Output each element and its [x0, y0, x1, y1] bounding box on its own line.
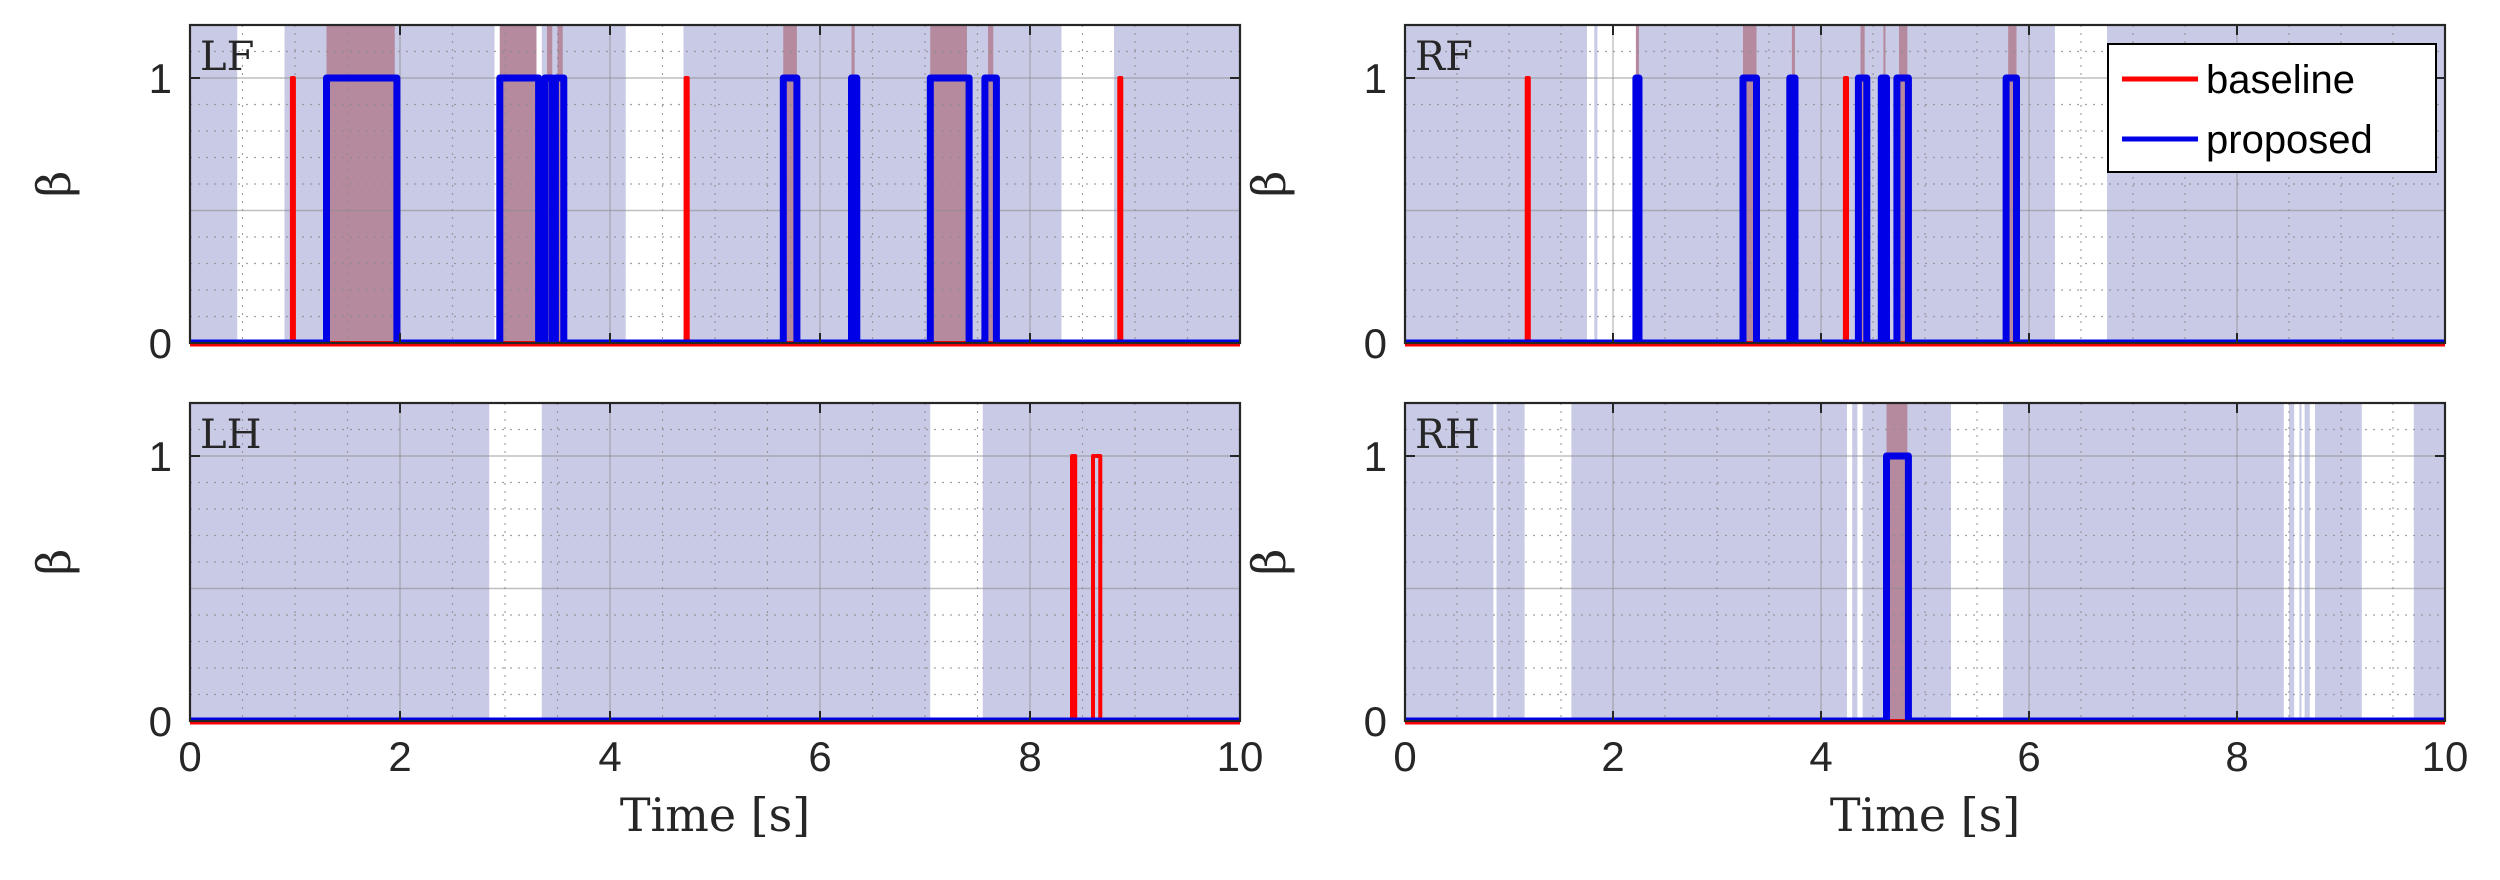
legend-box: [2107, 43, 2437, 173]
x-tick-label: 8: [1018, 733, 1041, 780]
slip-band: [1899, 25, 1908, 343]
y-axis-label: β: [27, 171, 81, 198]
y-tick-label: 1: [149, 55, 172, 102]
panel-label: RH: [1415, 412, 1480, 458]
legend-label-baseline: baseline: [2206, 58, 2355, 102]
panel-lf: 0 1 LF β: [27, 23, 1242, 367]
y-axis-label: β: [27, 549, 81, 576]
x-tick-label: 2: [1601, 733, 1624, 780]
axes-frame: [188, 401, 1242, 723]
x-tick-label: 10: [2422, 733, 2469, 780]
x-tick-label: 0: [1393, 733, 1416, 780]
x-tick-label: 2: [388, 733, 411, 780]
x-tick-label: 4: [1809, 733, 1832, 780]
x-tick-label: 0: [178, 733, 201, 780]
panel-rf: 0 1 RF β baseline proposed: [1242, 23, 2447, 367]
stance-band: [2289, 403, 2295, 721]
y-tick-label: 0: [149, 698, 172, 745]
x-tick-label: 10: [1217, 733, 1264, 780]
y-tick-label: 0: [1364, 320, 1387, 367]
panel-label: LH: [200, 412, 261, 458]
y-tick-label: 0: [1364, 698, 1387, 745]
x-axis-label: Time [s]: [620, 788, 810, 842]
stance-band: [1594, 25, 1598, 343]
axes-frame: [188, 23, 1242, 345]
x-tick-label: 8: [2225, 733, 2248, 780]
y-axis-label: β: [1242, 549, 1296, 576]
stance-band: [2299, 403, 2302, 721]
series-line-baseline: [190, 76, 1240, 345]
slip-band: [2008, 25, 2017, 343]
panel-label: RF: [1415, 34, 1473, 80]
stance-band: [683, 25, 1062, 343]
panel-rh: 0 2 4 6 8 10 0 1 RH β Time [s]: [1242, 401, 2469, 842]
x-tick-label: 6: [808, 733, 831, 780]
stance-band: [2304, 403, 2310, 721]
panel-label: LF: [200, 34, 254, 80]
slip-band: [557, 25, 563, 343]
legend: baseline proposed: [2107, 43, 2437, 173]
x-tick-label: 4: [598, 733, 621, 780]
x-tick-label: 6: [2017, 733, 2040, 780]
y-axis-label: β: [1242, 171, 1296, 198]
y-tick-label: 1: [1364, 55, 1387, 102]
y-tick-label: 1: [149, 433, 172, 480]
legend-label-proposed: proposed: [2206, 118, 2373, 162]
x-axis-label: Time [s]: [1830, 788, 2020, 842]
slip-band: [326, 25, 395, 343]
axes-frame: [1403, 401, 2447, 723]
stance-band: [1114, 25, 1240, 343]
axes-frame: [1403, 23, 2447, 345]
y-tick-label: 1: [1364, 433, 1387, 480]
y-tick-label: 0: [149, 320, 172, 367]
stance-band: [2315, 403, 2362, 721]
panel-lh: 0 2 4 6 8 10 0 1 LH β Time [s]: [27, 401, 1264, 842]
